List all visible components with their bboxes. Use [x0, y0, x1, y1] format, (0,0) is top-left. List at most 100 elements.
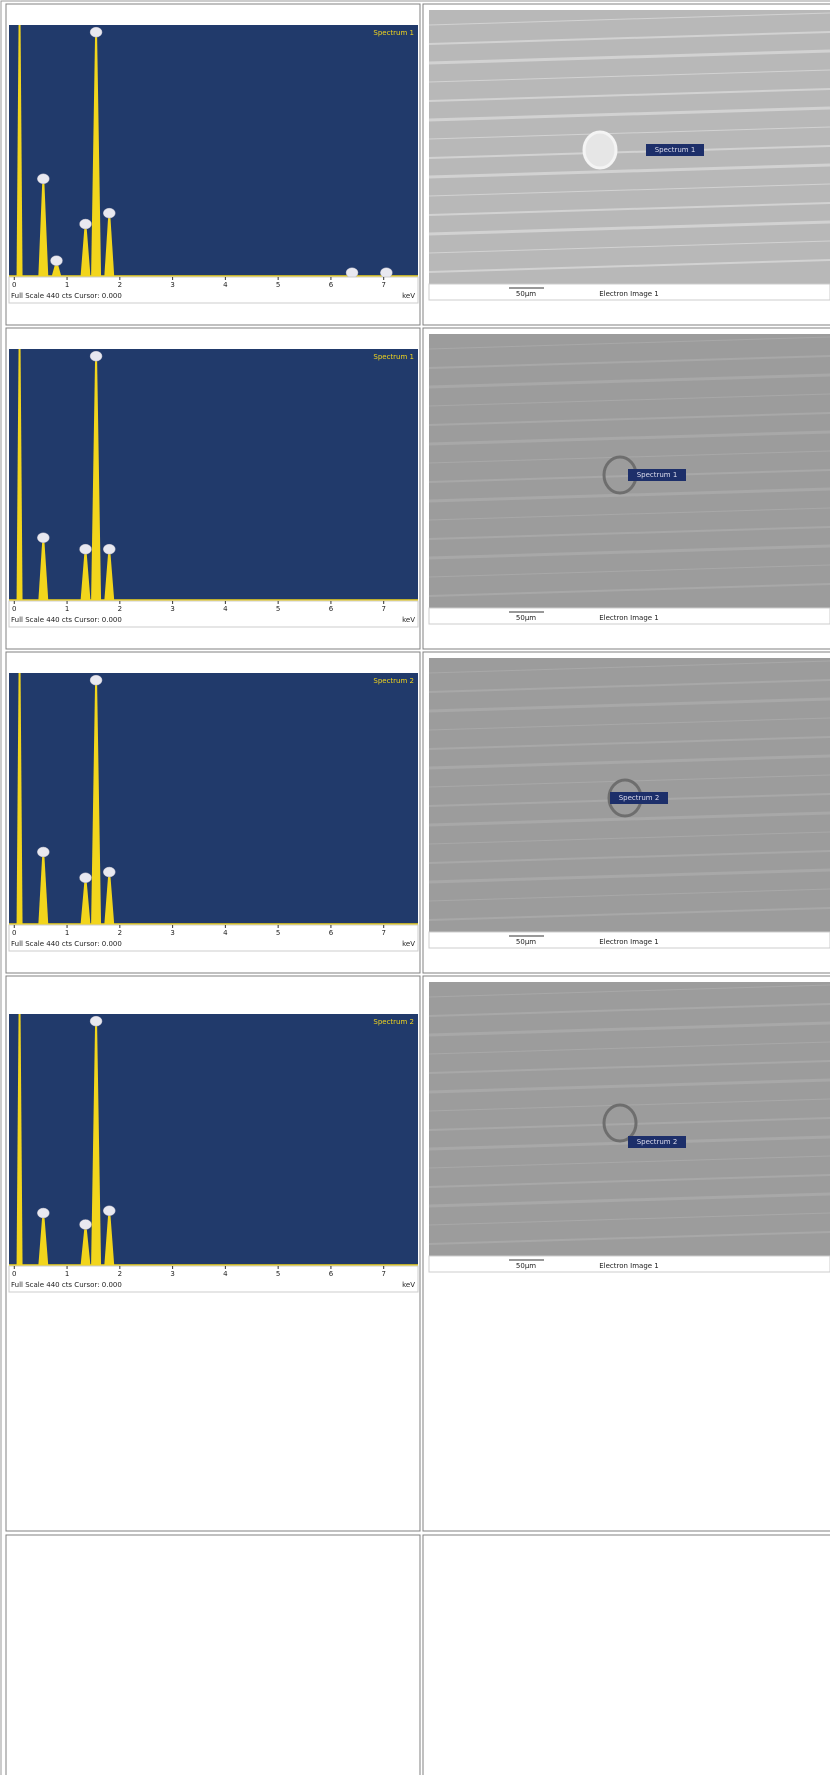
- x-tick-label: 7: [381, 929, 385, 937]
- scratch: [428, 831, 830, 845]
- scratch: [428, 259, 830, 273]
- peak-marker: [50, 255, 63, 266]
- plot-background: [9, 1014, 418, 1266]
- particle: [582, 130, 618, 170]
- peak: [91, 1023, 102, 1266]
- scratch: [428, 1060, 830, 1074]
- scratch: [428, 12, 830, 26]
- electron-image: Spectrum 2 50µm Electron Image 1: [428, 982, 830, 1273]
- x-axis-label: keV: [402, 1281, 415, 1289]
- peak: [80, 879, 91, 925]
- x-tick-label: 0: [12, 1270, 16, 1278]
- image-caption: Electron Image 1: [599, 614, 659, 622]
- scratch: [428, 1041, 830, 1055]
- scratch: [428, 336, 830, 350]
- axis-strip: [8, 276, 419, 304]
- peak-marker: [37, 1207, 50, 1219]
- spectrum-title: Spectrum 2: [373, 1018, 414, 1026]
- peak: [38, 539, 49, 601]
- scratch: [428, 660, 830, 674]
- x-tick-label: 1: [65, 281, 69, 289]
- x-tick-label: 3: [170, 929, 174, 937]
- spectrum-footer: Full Scale 440 cts Cursor: 0.000: [11, 1281, 122, 1289]
- x-tick-label: 4: [223, 281, 228, 289]
- scale-label: 50µm: [516, 938, 536, 946]
- x-tick-label: 2: [118, 605, 122, 613]
- scratch: [428, 736, 830, 750]
- x-tick-label: 4: [223, 929, 228, 937]
- scratch: [428, 1155, 830, 1169]
- scratch: [428, 888, 830, 902]
- scratch: [428, 583, 830, 597]
- scratch: [428, 984, 830, 998]
- x-tick-label: 6: [329, 605, 334, 613]
- scratch: [428, 487, 830, 503]
- scratch: [428, 88, 830, 102]
- scratch: [428, 507, 830, 521]
- peak: [16, 25, 23, 277]
- scratch: [428, 850, 830, 864]
- peak-marker: [37, 532, 50, 543]
- scratch: [428, 240, 830, 254]
- peak: [38, 853, 49, 925]
- scratch: [428, 202, 830, 216]
- electron-image: Spectrum 1 50µm Electron Image 1: [428, 334, 830, 625]
- peak: [104, 215, 115, 277]
- scratch: [428, 1003, 830, 1017]
- peak: [91, 34, 102, 277]
- peak-marker: [103, 1205, 116, 1216]
- scratch: [428, 1231, 830, 1245]
- x-tick-label: 7: [381, 1270, 385, 1278]
- spectrum-label: Spectrum 2: [619, 794, 660, 802]
- x-tick-label: 5: [276, 281, 280, 289]
- peak-marker: [37, 846, 50, 858]
- scratch: [428, 717, 830, 731]
- image-caption: Electron Image 1: [599, 938, 659, 946]
- scratch: [428, 355, 830, 369]
- scratch: [428, 1098, 830, 1112]
- scratch: [428, 679, 830, 693]
- spectrum-label: Spectrum 1: [655, 146, 696, 154]
- axis-strip: [8, 924, 419, 952]
- scratch: [428, 145, 830, 159]
- peak-marker: [89, 350, 103, 362]
- scratch: [428, 183, 830, 197]
- scratch: [428, 1117, 830, 1131]
- electron-image: Spectrum 2 50µm Electron Image 1: [428, 658, 830, 949]
- scratch: [428, 697, 830, 713]
- spectrum-label-box: [646, 144, 704, 156]
- peak-marker: [89, 26, 103, 38]
- x-axis-label: keV: [402, 940, 415, 948]
- scale-label: 50µm: [516, 290, 536, 298]
- x-tick-label: 0: [12, 605, 16, 613]
- x-tick-label: 6: [329, 929, 334, 937]
- spectrum-footer: Full Scale 440 cts Cursor: 0.000: [11, 292, 122, 300]
- x-tick-label: 1: [65, 929, 69, 937]
- plot-background: [9, 25, 418, 277]
- scratch: [428, 373, 830, 389]
- peak: [51, 262, 62, 277]
- scratch: [428, 544, 830, 560]
- spectrum: Spectrum 1 0 1 2 3 4 5 6 7 Full Scale 440 cts Cur…: [8, 349, 419, 628]
- peak: [91, 358, 102, 601]
- x-tick-label: 6: [329, 1270, 334, 1278]
- peak-marker: [103, 207, 116, 219]
- x-tick-label: 2: [118, 281, 122, 289]
- scratch: [428, 564, 830, 578]
- peak: [80, 551, 91, 601]
- scratch: [428, 49, 830, 65]
- scratch: [428, 1078, 830, 1094]
- scratch: [428, 393, 830, 407]
- peak: [104, 1212, 115, 1266]
- peak-marker: [380, 267, 393, 278]
- peak-marker: [345, 267, 359, 278]
- scale-label: 50µm: [516, 1262, 536, 1270]
- peak: [80, 1226, 91, 1266]
- spectrum-title: Spectrum 2: [373, 677, 414, 685]
- peak: [16, 1014, 23, 1266]
- scratch: [428, 1174, 830, 1188]
- scale-label: 50µm: [516, 614, 536, 622]
- electron-image: Spectrum 1 50µm Electron Image 1: [428, 10, 830, 301]
- x-tick-label: 2: [118, 1270, 122, 1278]
